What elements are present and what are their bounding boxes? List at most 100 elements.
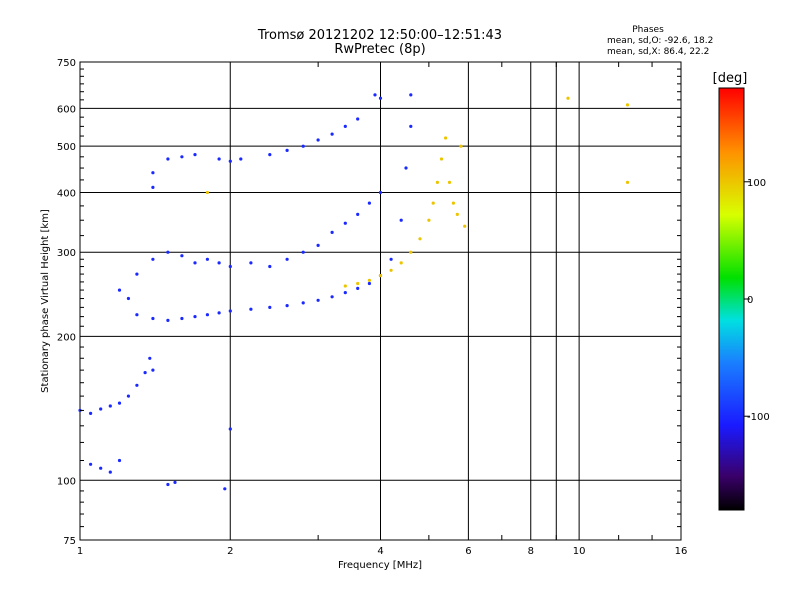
data-point-x	[409, 250, 413, 254]
data-point-o	[399, 218, 403, 222]
data-point-o	[135, 313, 139, 317]
colorbar-tick-label: 100	[747, 178, 766, 189]
data-point-x	[439, 157, 444, 161]
data-point-o	[285, 148, 289, 152]
data-point-o	[389, 257, 393, 261]
data-point-o	[228, 427, 232, 431]
data-point-o	[223, 487, 227, 491]
colorbar-tick-label: -100	[747, 412, 770, 423]
data-point-o	[180, 254, 184, 258]
data-point-x	[378, 274, 383, 278]
data-point-o	[285, 257, 289, 261]
data-point-x	[367, 278, 371, 282]
data-point-o	[239, 157, 243, 161]
data-point-x	[427, 218, 431, 222]
data-point-o	[99, 407, 103, 411]
data-point-x	[455, 212, 459, 216]
data-point-x	[431, 201, 435, 205]
data-point-x	[444, 136, 448, 140]
data-point-x	[205, 190, 209, 195]
data-point-o	[228, 309, 232, 313]
x-axis-label: Frequency [MHz]	[338, 560, 422, 571]
data-point-o	[316, 243, 320, 247]
data-point-x	[399, 261, 403, 265]
x-tick-label: 1	[77, 546, 83, 557]
data-point-o	[166, 318, 170, 322]
data-point-o	[193, 153, 197, 157]
data-points	[78, 93, 630, 491]
data-point-x	[435, 180, 439, 184]
data-point-o	[301, 144, 305, 148]
data-point-o	[108, 470, 112, 474]
x-tick-label: 16	[675, 546, 688, 557]
data-point-o	[126, 394, 130, 398]
data-point-o	[301, 250, 305, 254]
data-point-o	[301, 301, 305, 305]
chart-title: Tromsø 20121202 12:50:00–12:51:43	[257, 28, 502, 43]
data-point-x	[389, 268, 393, 272]
data-point-o	[135, 383, 139, 387]
data-point-o	[143, 371, 147, 375]
data-point-o	[217, 311, 221, 315]
data-point-o	[126, 296, 130, 301]
y-tick-label: 750	[57, 58, 76, 69]
y-tick-label: 75	[63, 536, 76, 547]
data-point-x	[459, 144, 463, 148]
data-point-x	[451, 201, 455, 205]
data-point-o	[285, 304, 289, 308]
data-point-o	[367, 281, 371, 286]
phases-o-stats: mean, sd,O: -92.6, 18.2	[607, 36, 713, 46]
data-point-o	[373, 93, 377, 97]
data-point-o	[117, 288, 122, 292]
data-point-o	[330, 295, 334, 299]
data-point-o	[316, 138, 320, 142]
data-point-o	[330, 230, 334, 234]
data-point-o	[173, 480, 177, 484]
data-point-x	[566, 96, 570, 100]
data-point-o	[117, 458, 122, 463]
data-point-o	[89, 411, 93, 415]
data-point-o	[151, 257, 155, 261]
data-point-o	[249, 261, 253, 265]
colorbar-ticks: 100 0 -100	[744, 178, 770, 423]
data-point-o	[166, 482, 170, 487]
data-point-o	[151, 171, 155, 175]
data-point-o	[409, 93, 413, 97]
data-point-o	[268, 153, 272, 157]
data-point-o	[205, 313, 209, 317]
data-point-o	[193, 315, 197, 319]
data-point-x	[463, 224, 467, 228]
data-point-o	[89, 462, 93, 466]
y-tick-label: 200	[57, 332, 76, 343]
x-tick-label: 10	[573, 546, 586, 557]
data-point-o	[404, 166, 408, 170]
x-tick-label: 6	[465, 546, 471, 557]
phases-x-stats: mean, sd,X: 86.4, 22.2	[607, 47, 709, 57]
data-point-o	[166, 250, 170, 254]
colorbar	[718, 87, 745, 511]
x-tick-label: 2	[227, 546, 233, 557]
chart-subtitle: RwPretec (8p)	[334, 42, 425, 57]
data-point-o	[193, 261, 197, 265]
data-point-o	[268, 305, 272, 309]
data-point-o	[151, 368, 155, 372]
data-point-o	[330, 132, 334, 136]
data-point-o	[343, 221, 347, 225]
data-point-o	[378, 190, 383, 195]
colorbar-tick-label: 0	[747, 295, 753, 306]
data-point-o	[117, 401, 122, 405]
data-point-x	[418, 237, 422, 241]
data-point-o	[148, 356, 152, 360]
data-point-o	[249, 307, 253, 311]
y-tick-label: 400	[57, 188, 76, 199]
data-point-o	[268, 264, 272, 269]
data-point-o	[166, 157, 170, 161]
data-point-x	[447, 180, 452, 184]
data-point-o	[180, 155, 184, 159]
y-tick-label: 500	[57, 142, 76, 153]
data-point-o	[108, 404, 112, 408]
data-point-o	[151, 185, 155, 189]
data-point-o	[135, 272, 139, 276]
y-tick-label: 100	[57, 476, 76, 487]
